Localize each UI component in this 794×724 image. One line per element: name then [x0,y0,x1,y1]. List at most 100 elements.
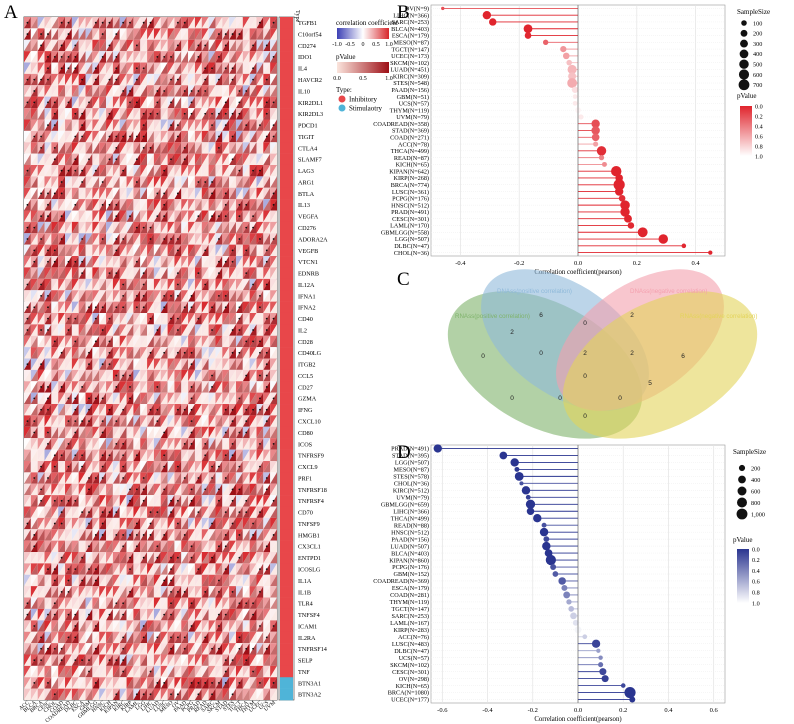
heatmap-cell-corr [263,142,271,154]
heatmap-cell-pvalue [71,153,79,165]
significance-dot [272,397,275,400]
heatmap-cell-pvalue [147,335,154,348]
heatmap-cell-pvalue [270,256,277,268]
heatmap-cell-pvalue [249,404,257,416]
heatmap-cell-pvalue [235,312,243,325]
heatmap-cell-pvalue [106,415,113,427]
heatmap-cell-corr [37,301,45,313]
heatmap-cell-pvalue [201,404,209,416]
heatmap-cell-corr [37,369,45,382]
significance-dot [26,101,29,104]
heatmap-cell-corr [201,529,209,541]
heatmap-cell-pvalue [242,540,250,553]
significance-dot [40,238,42,240]
heatmap-cell-pvalue [99,381,107,393]
heatmap-cell-pvalue [181,574,189,587]
heatmap-cell-corr [99,574,107,587]
heatmap-cell-corr [147,39,154,52]
heatmap-cell-corr [30,221,38,234]
heatmap-cell-corr [119,187,127,200]
heatmap-cell-pvalue [194,199,202,211]
heatmap-cell-corr [126,301,134,313]
significance-dot [156,329,159,331]
significance-dot [190,602,193,605]
heatmap-cell-pvalue [30,187,38,200]
heatmap-cell-corr [181,62,189,74]
significance-dot [183,306,186,309]
heatmap-cell-pvalue [181,39,189,52]
heatmap-cell-pvalue [37,51,45,63]
heatmap-cell-pvalue [24,392,31,405]
heatmap-cell-pvalue [160,324,168,336]
heatmap-cell-pvalue [194,256,202,268]
heatmap-cell-corr [37,552,45,564]
significance-dot [156,511,159,514]
heatmap-cell-pvalue [85,28,93,40]
heatmap-cell-pvalue [99,119,107,131]
heatmap-cell-pvalue [188,517,195,530]
heatmap-cell-corr [181,267,189,279]
heatmap-cell-corr [78,540,86,553]
heatmap-cell-pvalue [167,392,175,405]
heatmap-cell-pvalue [30,586,38,598]
significance-dot [40,363,42,366]
significance-dot [101,465,104,468]
significance-dot [94,340,97,343]
heatmap-cell-corr [249,244,257,257]
heatmap-cell-pvalue [201,552,209,564]
heatmap-cell-pvalue [147,483,154,496]
significance-dot [40,44,42,47]
heatmap-cell-corr [30,142,38,154]
heatmap-cell-pvalue [58,199,66,211]
heatmap-cell-corr [201,256,209,268]
heatmap-cell-pvalue [99,426,107,439]
heatmap-cell-pvalue [51,256,59,268]
heatmap-cell-pvalue [249,233,257,245]
significance-dot [176,124,179,127]
significance-dot [94,579,97,582]
significance-dot [217,272,220,275]
significance-dot [142,636,145,639]
heatmap-cell-pvalue [181,438,189,450]
heatmap-cell-pvalue [119,244,127,257]
heatmap-cell-corr [201,540,209,553]
heatmap-cell-pvalue [71,426,79,439]
significance-dot [224,511,227,514]
heatmap-cell-pvalue [153,369,161,382]
significance-dot [272,317,275,320]
heatmap-cell-corr [222,347,230,359]
heatmap-cell-corr [174,28,182,40]
significance-dot [259,568,261,570]
heatmap-cell-pvalue [263,301,271,313]
heatmap-cell-pvalue [229,233,236,245]
heatmap-cell-pvalue [147,358,154,370]
heatmap-cell-corr [140,62,148,74]
heatmap-cell-corr [78,517,86,530]
heatmap-cell-pvalue [112,17,120,29]
heatmap-cell-corr [119,73,127,86]
heatmap-cell-corr [188,529,195,541]
heatmap-cell-pvalue [201,312,209,325]
heatmap-cell-pvalue [126,290,134,302]
heatmap-cell-pvalue [249,85,257,97]
heatmap-cell-corr [167,221,175,234]
heatmap-cell-corr [242,358,250,370]
heatmap-cell-corr [44,529,52,541]
heatmap-cell-pvalue [65,335,72,348]
significance-dot [204,112,207,115]
heatmap-cell-corr [153,119,161,131]
heatmap-cell-pvalue [44,586,52,598]
heatmap-cell-pvalue [85,506,93,518]
heatmap-cell-corr [263,28,271,40]
significance-dot [101,397,104,400]
significance-dot [259,351,261,354]
heatmap-cell-corr [92,164,100,177]
heatmap-cell-corr [263,176,271,188]
heatmap-cell-corr [188,130,195,143]
heatmap-cell-pvalue [24,574,31,587]
heatmap-cell-corr [188,449,195,461]
heatmap-cell-corr [112,187,120,200]
heatmap-cell-corr [201,449,209,461]
heatmap-cell-corr [153,335,161,348]
heatmap-cell-pvalue [249,153,257,165]
